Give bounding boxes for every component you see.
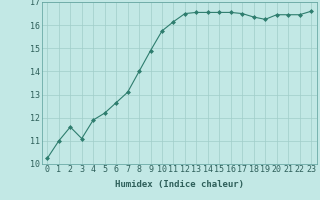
X-axis label: Humidex (Indice chaleur): Humidex (Indice chaleur) [115,180,244,189]
